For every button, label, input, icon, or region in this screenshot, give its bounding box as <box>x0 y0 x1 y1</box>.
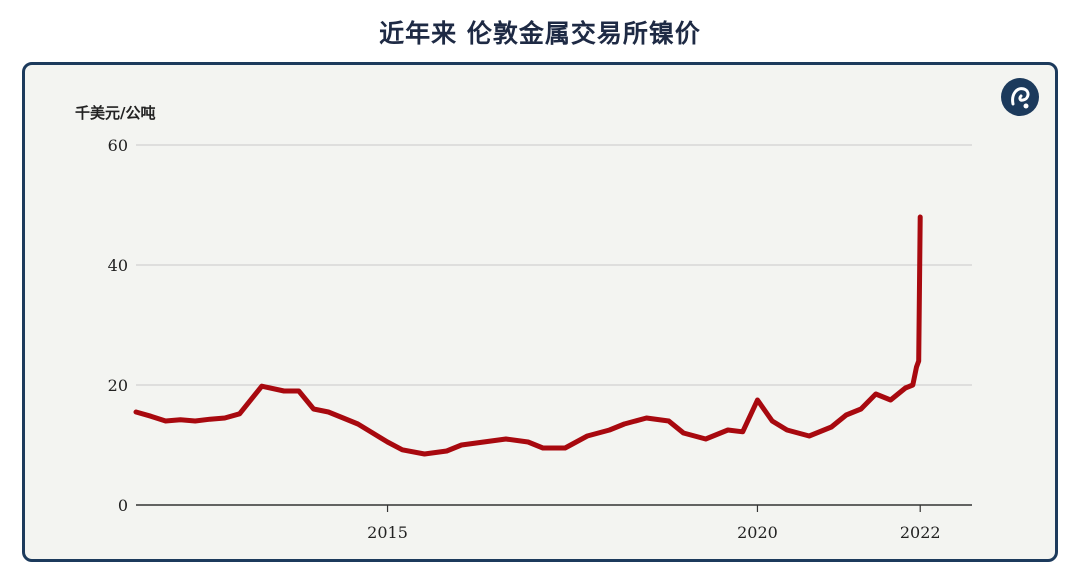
data-point <box>770 418 775 424</box>
data-point <box>148 414 153 419</box>
data-point <box>666 418 671 424</box>
data-point <box>910 382 916 388</box>
data-point <box>192 418 198 424</box>
data-point <box>259 384 264 389</box>
data-point <box>873 391 879 397</box>
data-point <box>807 433 812 439</box>
data-point <box>755 397 760 403</box>
data-point <box>340 415 346 421</box>
nickel-price-line <box>133 214 923 457</box>
data-point <box>858 406 864 412</box>
data-point <box>681 430 686 436</box>
data-point <box>562 445 568 451</box>
y-tick-label: 0 <box>118 496 128 515</box>
data-point <box>703 436 708 442</box>
data-point <box>326 409 331 415</box>
data-point <box>422 451 427 457</box>
data-point <box>725 427 731 433</box>
data-point <box>644 415 649 421</box>
data-point <box>459 442 464 448</box>
data-point <box>237 411 242 416</box>
data-point <box>525 439 531 445</box>
y-tick-label: 40 <box>108 256 128 275</box>
data-point <box>163 418 168 424</box>
data-point <box>222 415 227 421</box>
data-point <box>281 388 287 394</box>
chart-title: 近年来 伦敦金属交易所镍价 <box>379 19 701 48</box>
data-point <box>918 214 923 220</box>
x-tick-label: 2022 <box>900 523 941 542</box>
y-tick-label: 20 <box>108 376 128 395</box>
data-point <box>444 448 449 454</box>
data-point <box>607 427 612 433</box>
data-point <box>740 429 745 434</box>
data-point <box>355 421 361 427</box>
data-point <box>914 364 919 370</box>
data-point <box>916 358 921 364</box>
data-point <box>311 406 316 412</box>
data-point <box>903 385 908 391</box>
data-point <box>829 424 834 430</box>
y-axis-unit-label: 千美元/公吨 <box>75 104 155 122</box>
data-point <box>207 417 213 422</box>
data-point <box>888 397 893 403</box>
data-point <box>133 409 139 415</box>
data-point <box>400 447 405 452</box>
data-point <box>296 388 301 394</box>
data-point <box>503 436 509 442</box>
data-point <box>370 430 375 436</box>
data-point <box>540 445 546 451</box>
data-point <box>585 433 590 439</box>
data-point <box>844 412 849 418</box>
data-point <box>178 417 183 422</box>
data-point <box>385 439 390 445</box>
x-tick-label: 2015 <box>367 523 408 542</box>
data-point <box>784 427 790 433</box>
y-tick-label: 60 <box>108 136 128 155</box>
data-point <box>481 439 486 445</box>
x-tick-label: 2020 <box>737 523 778 542</box>
data-point <box>622 421 627 427</box>
brand-logo-icon <box>1001 78 1039 116</box>
